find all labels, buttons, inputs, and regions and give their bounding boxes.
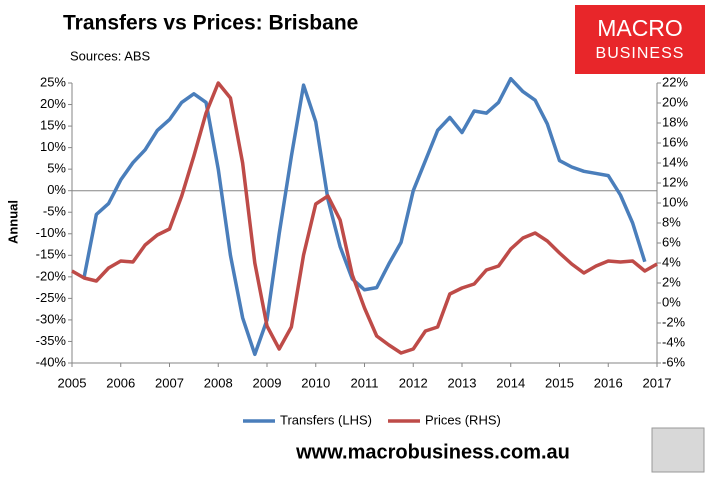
y-tick-label: 15% [40,118,66,133]
y2-tick-label: 6% [662,234,681,249]
y-tick-label: -20% [36,268,67,283]
y-tick-label: 10% [40,139,66,154]
footer-url: www.macrobusiness.com.au [295,441,570,463]
y2-tick-label: -4% [662,334,686,349]
chart-subtitle: Sources: ABS [70,48,151,63]
y-tick-label: -5% [43,204,67,219]
y2-tick-label: 12% [662,174,688,189]
x-tick-label: 2006 [106,375,135,390]
series-line [71,81,658,355]
legend-label: Prices (RHS) [425,412,501,427]
y2-tick-label: -6% [662,354,686,369]
y-tick-label: 5% [47,161,66,176]
chart-title: Transfers vs Prices: Brisbane [63,12,358,35]
x-tick-label: 2009 [253,375,282,390]
y2-tick-label: 22% [662,74,688,89]
logo-text: BUSINESS [596,45,685,62]
y2-tick-label: 10% [662,194,688,209]
y2-tick-label: 8% [662,214,681,229]
x-tick-label: 2014 [496,375,525,390]
x-tick-label: 2007 [155,375,184,390]
x-tick-label: 2011 [351,375,379,390]
y2-tick-label: 4% [662,254,681,269]
y-tick-label: -10% [36,225,67,240]
y2-tick-label: 16% [662,134,688,149]
y-axis-label: Annual [5,200,20,244]
y-tick-label: -25% [36,290,67,305]
y2-tick-label: 0% [662,294,681,309]
series-line [82,76,647,357]
x-tick-label: 2008 [204,375,233,390]
y-tick-label: -30% [36,311,67,326]
y2-tick-label: 2% [662,274,681,289]
y2-tick-label: 18% [662,114,688,129]
y-tick-label: -35% [36,333,67,348]
y-tick-label: 25% [40,74,66,89]
x-tick-label: 2016 [594,375,623,390]
y2-tick-label: 14% [662,154,688,169]
y-tick-label: -40% [36,354,67,369]
y2-tick-label: 20% [662,94,688,109]
x-tick-label: 2012 [399,375,428,390]
x-tick-label: 2015 [545,375,574,390]
y2-tick-label: -2% [662,314,686,329]
legend-label: Transfers (LHS) [280,412,372,427]
y-tick-label: -15% [36,247,67,262]
x-tick-label: 2013 [448,375,477,390]
y-tick-label: 20% [40,96,66,111]
x-tick-label: 2010 [301,375,330,390]
logo-image [651,427,705,473]
x-tick-label: 2017 [643,375,672,390]
logo-box [575,5,705,74]
y-tick-label: 0% [47,182,66,197]
x-tick-label: 2005 [58,375,87,390]
logo-text: MACRO [597,15,683,41]
